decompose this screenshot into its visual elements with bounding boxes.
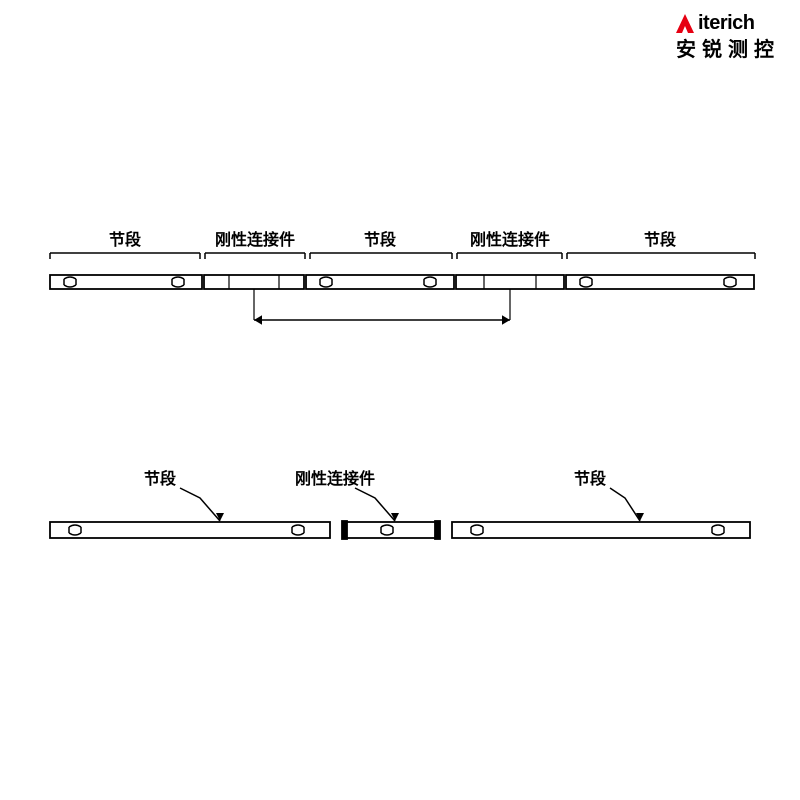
svg-text:刚性连接件: 刚性连接件 [215,230,295,249]
svg-text:节段: 节段 [144,469,177,488]
svg-text:节段: 节段 [574,469,607,488]
technical-diagram: 节段刚性连接件节段刚性连接件节段 节段刚性连接件节段 [0,0,800,800]
svg-text:节段: 节段 [109,230,142,249]
svg-text:刚性连接件: 刚性连接件 [295,469,375,488]
svg-text:节段: 节段 [364,230,397,249]
svg-text:刚性连接件: 刚性连接件 [470,230,550,249]
svg-text:节段: 节段 [644,230,677,249]
